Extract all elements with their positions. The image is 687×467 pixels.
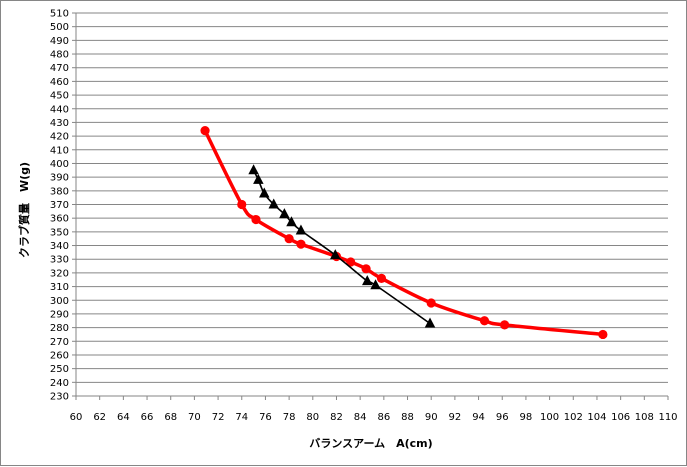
data-point <box>424 317 436 328</box>
axes <box>72 12 669 400</box>
series-line <box>203 128 605 337</box>
data-point <box>268 198 279 209</box>
x-tick-label: 90 <box>425 412 438 423</box>
y-tick-label: 490 <box>50 36 69 47</box>
x-tick-label: 108 <box>635 412 654 423</box>
x-tick-label: 104 <box>587 412 606 423</box>
series-1 <box>248 164 436 328</box>
y-tick-label: 380 <box>50 186 69 197</box>
grid <box>76 12 668 397</box>
x-tick-label: 64 <box>117 412 130 423</box>
y-tick-label: 430 <box>50 118 69 129</box>
y-tick-label: 360 <box>50 214 69 225</box>
x-tick-label: 68 <box>164 412 177 423</box>
data-point <box>284 234 294 244</box>
series-0 <box>200 126 608 340</box>
x-tick-label: 86 <box>377 412 390 423</box>
data-point <box>598 329 608 340</box>
x-tick-label: 88 <box>401 412 414 423</box>
data-point <box>426 298 436 308</box>
y-tick-label: 440 <box>50 104 69 115</box>
data-point <box>346 257 356 267</box>
data-point <box>296 239 306 249</box>
y-tick-label: 230 <box>50 392 69 403</box>
y-tick-label: 510 <box>50 9 69 20</box>
data-point <box>253 173 264 184</box>
x-tick-label: 98 <box>520 412 533 423</box>
series-layer <box>200 126 608 340</box>
y-tick-label: 500 <box>50 22 69 33</box>
y-tick-label: 420 <box>50 132 69 143</box>
x-tick-label: 110 <box>658 412 677 423</box>
x-tick-label: 70 <box>188 412 201 423</box>
y-tick-label: 480 <box>50 50 69 61</box>
x-tick-labels: 60 62 64 66 68 70 72 74 76 78 80 82 84 86 88 90 92 94 96 98… <box>70 412 678 423</box>
data-point <box>361 264 371 274</box>
y-tick-label: 300 <box>50 296 69 307</box>
data-point <box>237 199 247 210</box>
x-tick-label: 82 <box>330 412 343 423</box>
y-tick-label: 250 <box>50 364 69 375</box>
x-tick-label: 106 <box>611 412 630 423</box>
data-point <box>200 126 210 136</box>
y-tick-label: 460 <box>50 77 69 88</box>
y-tick-label: 410 <box>50 145 69 156</box>
y-axis-title: クラブ質量 W(g) <box>17 162 31 258</box>
x-tick-label: 72 <box>212 412 225 423</box>
y-tick-label: 330 <box>50 255 69 266</box>
y-tick-label: 270 <box>50 337 69 348</box>
y-tick-label: 280 <box>50 323 69 334</box>
y-tick-label: 240 <box>50 378 69 389</box>
x-tick-label: 100 <box>540 412 559 423</box>
y-tick-labels: 230 240 250 260 270 280 290 300 310 320 330 340 350 3… <box>50 9 69 403</box>
y-tick-label: 400 <box>50 159 69 170</box>
y-tick-label: 450 <box>50 91 69 102</box>
data-point <box>259 187 270 198</box>
y-tick-label: 470 <box>50 63 69 74</box>
x-tick-label: 92 <box>449 412 462 423</box>
y-tick-label: 320 <box>50 268 69 279</box>
x-tick-label: 84 <box>354 412 367 423</box>
data-point <box>330 249 341 260</box>
y-tick-label: 290 <box>50 309 69 320</box>
data-point <box>295 224 307 235</box>
x-tick-label: 102 <box>564 412 583 423</box>
x-tick-label: 94 <box>472 412 485 423</box>
x-tick-label: 62 <box>93 412 106 423</box>
data-point <box>362 275 373 286</box>
y-tick-label: 390 <box>50 173 69 184</box>
x-axis-title: バランスアーム A(cm) <box>309 437 432 450</box>
data-point <box>248 164 259 175</box>
x-tick-label: 60 <box>70 412 83 423</box>
y-tick-label: 260 <box>50 350 69 361</box>
data-point <box>279 208 290 219</box>
data-point <box>286 216 297 227</box>
x-tick-label: 78 <box>283 412 296 423</box>
data-point <box>500 320 510 330</box>
y-tick-label: 370 <box>50 200 69 211</box>
x-tick-label: 66 <box>141 412 154 423</box>
data-point <box>370 279 381 290</box>
y-tick-label: 310 <box>50 282 69 293</box>
data-point <box>479 316 490 326</box>
x-tick-label: 80 <box>306 412 319 423</box>
y-tick-label: 340 <box>50 241 69 252</box>
y-tick-label: 350 <box>50 227 69 238</box>
x-tick-label: 96 <box>496 412 509 423</box>
x-tick-label: 76 <box>259 412 272 423</box>
data-point <box>251 214 261 225</box>
data-point <box>376 273 387 283</box>
x-tick-label: 74 <box>235 412 248 423</box>
